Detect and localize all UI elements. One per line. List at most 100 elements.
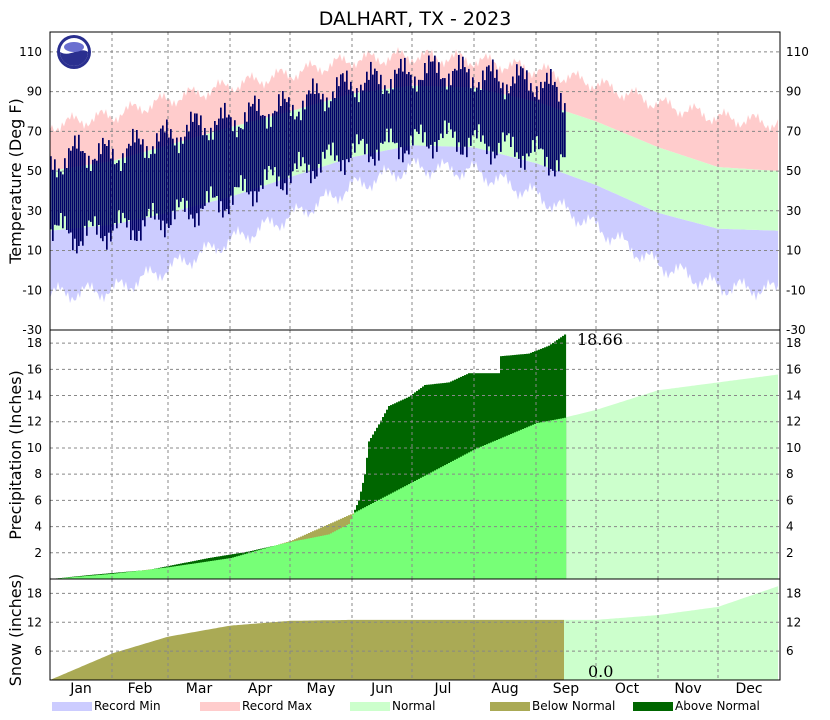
observed-temp-bar xyxy=(176,137,178,200)
precipitation-normal-bar xyxy=(276,545,279,579)
snow-tick-right-2: 18 xyxy=(786,586,801,600)
observed-temp-bar xyxy=(196,113,198,214)
temperature-tick-right-0: -30 xyxy=(786,323,806,337)
precipitation-normal-bar xyxy=(470,451,473,579)
precipitation-normal-bar xyxy=(494,440,497,579)
legend-swatch-normal xyxy=(350,702,390,711)
precipitation-normal-bar xyxy=(220,559,223,579)
precipitation-normal-bar xyxy=(102,574,105,579)
observed-temp-bar xyxy=(516,64,518,153)
record-max-band xyxy=(50,47,778,172)
observed-temp-bar xyxy=(354,97,356,153)
precipitation-normal-bar xyxy=(262,548,265,579)
observed-temp-bar xyxy=(526,70,528,154)
precipitation-normal-bar xyxy=(142,570,145,579)
observed-temp-bar xyxy=(486,66,488,155)
precipitation-normal-bar xyxy=(216,560,219,579)
precipitation-normal-bar xyxy=(128,571,131,579)
precipitation-normal-bar xyxy=(170,566,173,579)
month-label-jul: Jul xyxy=(434,681,452,697)
observed-temp-bar xyxy=(152,146,154,203)
observed-temp-bar xyxy=(426,73,428,147)
precipitation-normal-bar xyxy=(540,422,543,579)
observed-temp-bar xyxy=(174,145,176,220)
precipitation-normal-bar xyxy=(460,456,463,579)
precipitation-normal-bar xyxy=(498,439,501,579)
precipitation-normal-bar xyxy=(136,570,139,579)
observed-temp-bar xyxy=(414,76,416,130)
precipitation-normal-bar xyxy=(384,496,387,579)
precipitation-normal-bar xyxy=(354,512,357,579)
observed-temp-bar xyxy=(342,73,344,161)
observed-temp-bar xyxy=(118,160,120,211)
observed-temp-bar xyxy=(418,79,420,134)
precipitation-normal-bar xyxy=(286,542,289,579)
observed-temp-bar xyxy=(508,93,510,134)
precipitation-normal-bar xyxy=(82,576,85,579)
observed-temp-bar xyxy=(60,171,62,213)
precipitation-normal-bar xyxy=(526,427,529,579)
observed-temp-bar xyxy=(476,87,478,139)
precipitation-normal-bar xyxy=(346,525,349,579)
temperature-tick-right-6: 90 xyxy=(786,85,801,99)
precipitation-normal-bar xyxy=(402,487,405,579)
precipitation-normal-bar xyxy=(274,545,277,579)
observed-temp-bar xyxy=(128,143,130,220)
observed-temp-bar xyxy=(286,102,288,195)
precipitation-normal-bar xyxy=(284,543,287,579)
precipitation-normal-bar xyxy=(96,575,99,579)
observed-temp-bar xyxy=(510,86,512,147)
observed-temp-bar xyxy=(204,128,206,206)
precipitation-normal-bar xyxy=(200,562,203,579)
observed-temp-bar xyxy=(218,118,220,213)
precipitation-normal-bar xyxy=(398,489,401,579)
precipitation-normal-bar xyxy=(368,505,371,579)
precipitation-normal-bar xyxy=(550,420,553,579)
observed-temp-bar xyxy=(300,120,302,167)
precipitation-normal-bar xyxy=(318,536,321,579)
observed-temp-bar xyxy=(142,139,144,221)
observed-temp-bar xyxy=(518,75,520,159)
precipitation-normal-bar xyxy=(288,542,291,579)
precipitation-normal-bar xyxy=(104,574,107,579)
precipitation-normal-bar xyxy=(420,477,423,579)
observed-temp-bar xyxy=(126,148,128,228)
precipitation-normal-bar xyxy=(134,571,137,579)
observed-temp-bar xyxy=(114,164,116,223)
precipitation-total-label: 18.66 xyxy=(577,330,623,349)
observed-temp-bar xyxy=(388,93,390,143)
legend-swatch-below-normal xyxy=(490,702,530,711)
observed-temp-bar xyxy=(324,111,326,159)
observed-temp-bar xyxy=(452,71,454,138)
precipitation-normal-bar xyxy=(518,430,521,579)
observed-temp-bar xyxy=(392,89,394,143)
observed-temp-bar xyxy=(328,107,330,145)
observed-temp-bar xyxy=(348,89,350,163)
precipitation-normal-bar xyxy=(536,423,539,579)
precipitation-normal-bar xyxy=(388,494,391,579)
precipitation-normal-bar xyxy=(492,441,495,579)
precipitation-normal-bar xyxy=(162,567,165,579)
temperature-ylabel: Temperature (Deg F) xyxy=(6,98,25,265)
observed-temp-bar xyxy=(552,85,554,171)
precipitation-normal-bar xyxy=(272,546,275,579)
precipitation-normal-bar xyxy=(436,469,439,579)
observed-temp-bar xyxy=(288,97,290,176)
precipitation-normal-bar xyxy=(194,563,197,579)
precipitation-normal-bar xyxy=(264,548,267,579)
observed-temp-bar xyxy=(284,98,286,184)
precipitation-tick-right-3: 8 xyxy=(786,467,794,481)
precipitation-normal-bar xyxy=(332,532,335,579)
observed-temp-bar xyxy=(564,103,566,158)
precipitation-normal-bar xyxy=(502,437,505,579)
precipitation-tick-right-4: 10 xyxy=(786,441,801,455)
precipitation-normal-bar xyxy=(412,482,415,579)
precipitation-normal-bar xyxy=(448,463,451,579)
observed-temp-bar xyxy=(376,71,378,150)
precipitation-normal-bar xyxy=(208,561,211,579)
precipitation-normal-bar xyxy=(516,431,519,579)
observed-temp-bar xyxy=(478,82,480,125)
month-label-aug: Aug xyxy=(491,681,518,697)
precipitation-normal-bar xyxy=(184,564,187,579)
observed-temp-bar xyxy=(232,131,234,205)
